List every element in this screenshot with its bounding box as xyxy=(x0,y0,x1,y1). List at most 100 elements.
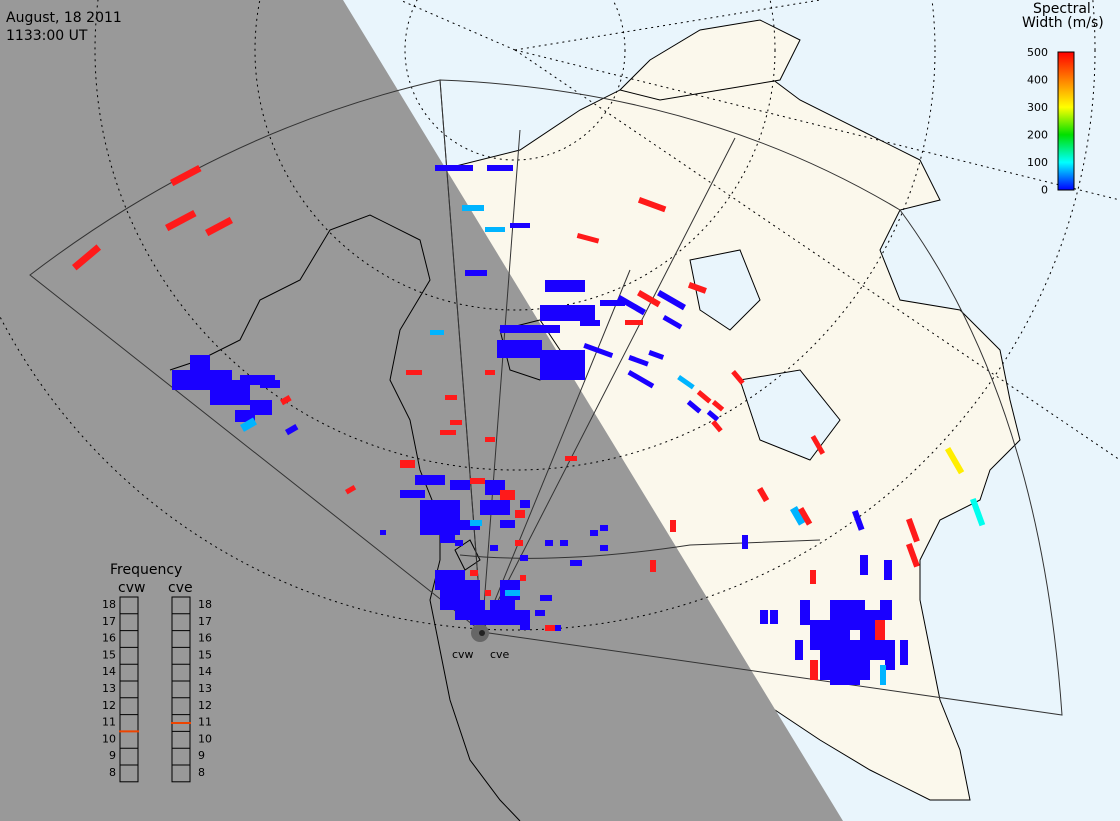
frequency-level-label: 17 xyxy=(198,615,212,628)
radar-echo-cell xyxy=(650,560,656,572)
radar-echo-cell xyxy=(345,484,357,495)
radar-echo-cell xyxy=(798,506,813,526)
radar-echo-cell xyxy=(852,509,865,531)
radar-echo-cell xyxy=(576,232,600,244)
radar-echo-cell xyxy=(570,560,582,566)
cve-frequency-column xyxy=(171,596,191,783)
radar-echo-cell xyxy=(500,490,515,500)
radar-echo-cell xyxy=(440,430,456,435)
radar-echo-cell xyxy=(757,487,770,503)
radar-echo-cell xyxy=(430,330,444,335)
radar-echo-cell xyxy=(487,165,513,171)
frequency-level-label: 12 xyxy=(198,699,212,712)
cvw-frequency-label: cvw xyxy=(118,580,145,596)
night-shading xyxy=(0,0,843,821)
graticule xyxy=(0,0,1120,631)
radar-echo-cell xyxy=(500,325,560,333)
radar-echo-cell xyxy=(617,295,646,316)
radar-site-marker xyxy=(479,630,485,636)
radar-echo-cell xyxy=(637,290,661,308)
radar-echo-cell xyxy=(789,505,806,526)
radar-echo-cell xyxy=(515,510,525,518)
radar-echo-cell xyxy=(485,590,491,596)
radar-echo-cell xyxy=(485,370,495,375)
radar-echo-cell xyxy=(545,280,585,292)
radar-echo-cell xyxy=(795,640,803,660)
radar-echo-cell xyxy=(497,340,542,358)
radar-echo-cell xyxy=(627,369,655,389)
radar-echo-cell xyxy=(560,540,568,546)
radar-fields-of-view xyxy=(29,79,1063,716)
radar-echo-cell xyxy=(520,575,526,581)
radar-echo-cell xyxy=(662,315,683,330)
radar-echo-cell xyxy=(400,490,425,498)
frequency-level-label: 9 xyxy=(109,749,116,762)
radar-echo-cell xyxy=(860,555,868,575)
radar-echo-cell xyxy=(677,375,695,390)
cve-site-label: cve xyxy=(490,648,510,661)
radar-echo-cell xyxy=(165,209,197,232)
radar-echo-cell xyxy=(760,610,768,624)
radar-echo-cell xyxy=(731,370,745,385)
frequency-level-label: 15 xyxy=(198,648,212,661)
radar-echo-cell xyxy=(435,165,473,171)
radar-echo-cell xyxy=(470,478,485,484)
colorbar-tick-label: 500 xyxy=(1027,46,1048,59)
radar-echo-cell xyxy=(880,600,892,620)
radar-echo-cell xyxy=(445,395,457,400)
radar-echo-cell xyxy=(239,417,257,432)
radar-echo-cell xyxy=(906,542,920,568)
radar-echo-cell xyxy=(279,395,292,406)
frequency-level-label: 11 xyxy=(102,716,116,729)
radar-echo-cell xyxy=(884,560,892,580)
frequency-level-label: 17 xyxy=(102,615,116,628)
radar-echo-cell xyxy=(875,620,885,640)
radar-echo-cell xyxy=(485,437,495,442)
cvw-field-of-view xyxy=(29,79,483,634)
radar-echo-cell xyxy=(520,500,530,508)
radar-echo-cell xyxy=(205,216,234,237)
radar-echo-cell xyxy=(711,420,723,433)
radar-echo-cell xyxy=(535,610,545,616)
colorbar-tick-label: 300 xyxy=(1027,101,1048,114)
radar-echo-cell xyxy=(440,535,455,543)
frequency-level-label: 9 xyxy=(198,749,205,762)
radar-echo-cell xyxy=(500,520,515,528)
radar-echo-cell xyxy=(770,610,778,624)
radar-echo-cell xyxy=(600,300,625,306)
radar-echo-cell xyxy=(540,305,595,321)
radar-echo-cell xyxy=(505,590,520,596)
radar-echo-cell xyxy=(565,456,577,461)
radar-echo-cell xyxy=(250,400,272,415)
radar-echo-cell xyxy=(945,446,965,475)
frequency-panel: Frequency cvw cve 18 17 16 15 14 13 12 11 10 9 8 18… xyxy=(102,562,212,783)
colorbar-subtitle: Width (m/s) xyxy=(1022,15,1104,31)
radar-echo-cell xyxy=(415,475,445,485)
colorbar-gradient xyxy=(1057,51,1075,191)
colorbar: Spectral Width (m/s) 500 400 300 200 100 0 xyxy=(1022,1,1104,197)
radar-echo-cell xyxy=(580,320,600,326)
radar-echo-cell xyxy=(540,595,552,601)
radar-echo-cell xyxy=(400,460,415,468)
date-label: August, 18 2011 xyxy=(6,10,122,26)
radar-echo-cell xyxy=(420,515,460,535)
frequency-level-label: 14 xyxy=(102,665,116,678)
radar-echo-cell xyxy=(670,520,676,532)
radar-echo-cell xyxy=(462,205,484,211)
colorbar-tick-label: 200 xyxy=(1027,129,1048,142)
radar-echo-cell xyxy=(545,625,555,631)
radar-echo-cell xyxy=(600,545,608,551)
radar-echo-cell xyxy=(906,517,920,543)
radar-echo-cell xyxy=(880,665,886,685)
radar-echo-cell xyxy=(480,500,510,515)
radar-echo-cell xyxy=(510,223,530,228)
radar-echo-cell xyxy=(170,164,202,187)
frequency-title: Frequency xyxy=(110,562,182,578)
radar-echo-cell xyxy=(742,535,748,549)
colorbar-title: Spectral xyxy=(1033,1,1091,17)
radar-echo-cell xyxy=(406,370,422,375)
radar-echo-cell xyxy=(625,320,643,325)
frequency-level-label: 18 xyxy=(198,598,212,611)
radar-echo-cell xyxy=(696,390,712,404)
